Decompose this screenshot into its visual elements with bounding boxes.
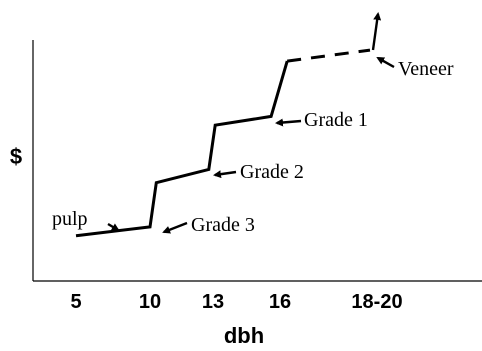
- annotation-grade-3: Grade 3: [191, 214, 255, 236]
- axes: [32, 40, 482, 282]
- x-tick-label: 5: [70, 291, 81, 313]
- grade-1-arrow: [275, 118, 302, 127]
- annotation-layer: pulp Grade 3 Grade 2 Grade 1 Veneer: [52, 12, 454, 236]
- x-tick-label: 13: [202, 291, 224, 313]
- annotation-pulp: pulp: [52, 208, 88, 230]
- x-axis-title: dbh: [224, 323, 264, 348]
- y-axis-title: $: [10, 144, 22, 169]
- annotation-grade-2: Grade 2: [240, 161, 304, 183]
- pulp-arrow: [107, 222, 120, 232]
- grade-2-arrow: [213, 170, 237, 179]
- x-tick-label: 18-20: [351, 291, 402, 313]
- grade-3-arrow: [162, 221, 188, 234]
- veneer-arrow: [376, 56, 395, 69]
- x-tick-label: 16: [269, 291, 291, 313]
- series-line: [75, 60, 289, 238]
- series-line-dashed: [287, 48, 371, 63]
- series-layer: [75, 48, 371, 238]
- x-tick-labels: 5 10 13 16 18-20: [70, 291, 402, 313]
- annotation-veneer: Veneer: [398, 58, 454, 80]
- x-tick-label: 10: [139, 291, 161, 313]
- upward-arrow: [371, 12, 382, 51]
- annotation-grade-1: Grade 1: [304, 109, 368, 131]
